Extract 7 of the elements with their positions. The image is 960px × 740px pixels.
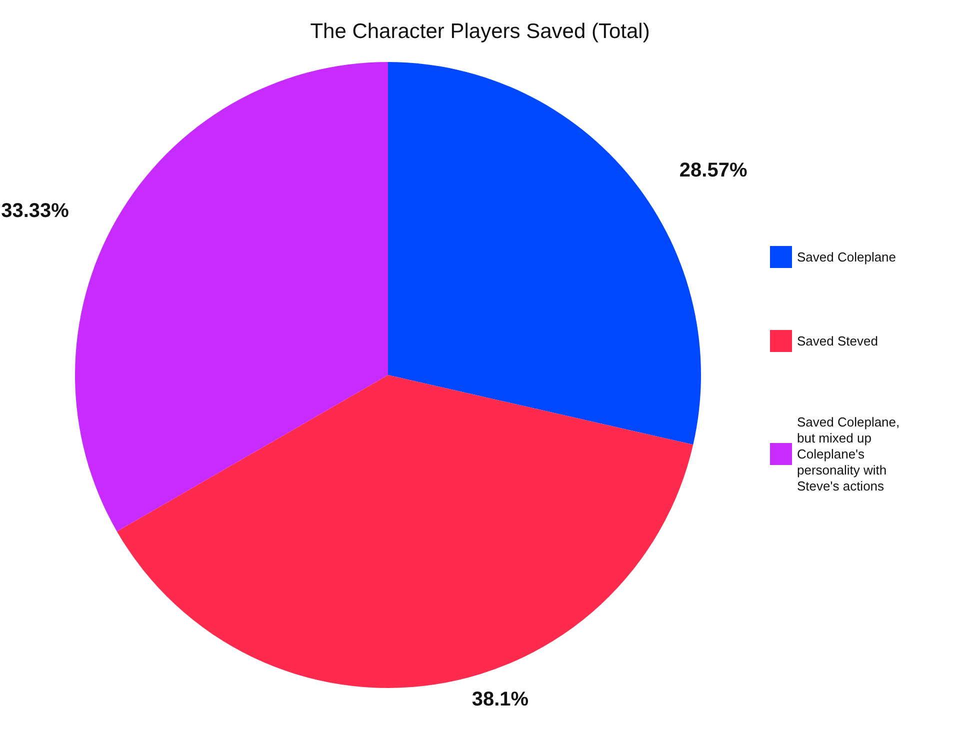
data-label: 28.57% (679, 159, 748, 182)
legend-label: Saved Steved (797, 334, 878, 348)
legend-label: Saved Coleplane, but mixed up Coleplane's personality with Steve's actions (797, 414, 904, 494)
data-label: 38.1% (472, 688, 529, 710)
data-label: 33.33% (1, 200, 70, 222)
chart-title: The Character Players Saved (Total) (310, 20, 650, 43)
legend-label: Saved Coleplane (797, 250, 896, 264)
